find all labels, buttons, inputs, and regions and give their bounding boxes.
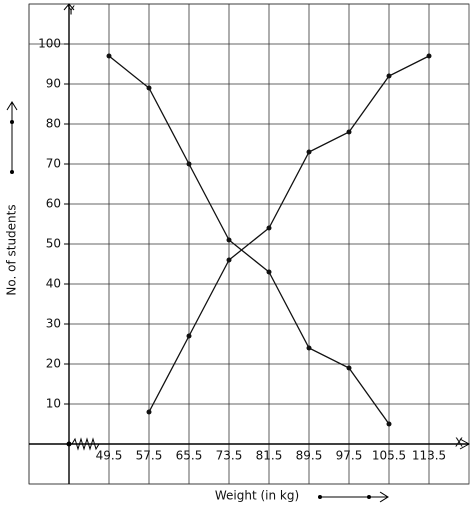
data-point <box>106 53 112 59</box>
y-tick-label: 80 <box>46 117 61 131</box>
y-arrow <box>63 3 75 11</box>
y-tick-label: 100 <box>38 37 61 51</box>
y-tick-label: 30 <box>46 317 61 331</box>
grid <box>69 4 469 484</box>
x-tick-label: 49.5 <box>96 449 123 463</box>
x-axis-label: Weight (in kg) <box>215 489 299 503</box>
x-tick-label: 97.5 <box>336 449 363 463</box>
x-direction-arrow <box>318 491 389 503</box>
data-point <box>386 421 392 427</box>
y-tick-label: 10 <box>46 397 61 411</box>
y-tick-label: 70 <box>46 157 61 171</box>
ogive-line <box>108 55 390 425</box>
ogive-line <box>148 55 430 413</box>
x-tick-label: 73.5 <box>216 449 243 463</box>
x-tick-label: 105.5 <box>372 449 406 463</box>
data-point <box>346 365 352 371</box>
x-tick-label: 81.5 <box>256 449 283 463</box>
x-axis-name: X <box>455 436 463 450</box>
axis-break <box>71 437 100 451</box>
data-point <box>226 257 232 263</box>
x-tick-label: 65.5 <box>176 449 203 463</box>
y-tick-label: 20 <box>46 357 61 371</box>
x-tick-label: 113.5 <box>412 449 446 463</box>
x-tick-label: 89.5 <box>296 449 323 463</box>
y-tick-label: 90 <box>46 77 61 91</box>
data-point <box>146 85 152 91</box>
data-point <box>346 129 352 135</box>
data-point <box>186 161 192 167</box>
data-point <box>306 345 312 351</box>
x-arrow <box>459 438 471 450</box>
y-axis-name: Y <box>66 4 75 18</box>
origin-dot <box>66 441 72 447</box>
data-point <box>266 269 272 275</box>
y-tick-label: 60 <box>46 197 61 211</box>
data-point <box>186 333 192 339</box>
y-axis-label: No. of students <box>5 204 19 295</box>
data-point <box>266 225 272 231</box>
x-tick-label: 57.5 <box>136 449 163 463</box>
y-tick-label: 50 <box>46 237 61 251</box>
data-point <box>146 409 152 415</box>
data-point <box>426 53 432 59</box>
y-tick-label: 40 <box>46 277 61 291</box>
y-direction-arrow <box>6 101 18 174</box>
data-point <box>306 149 312 155</box>
data-point <box>226 237 232 243</box>
data-point <box>386 73 392 79</box>
